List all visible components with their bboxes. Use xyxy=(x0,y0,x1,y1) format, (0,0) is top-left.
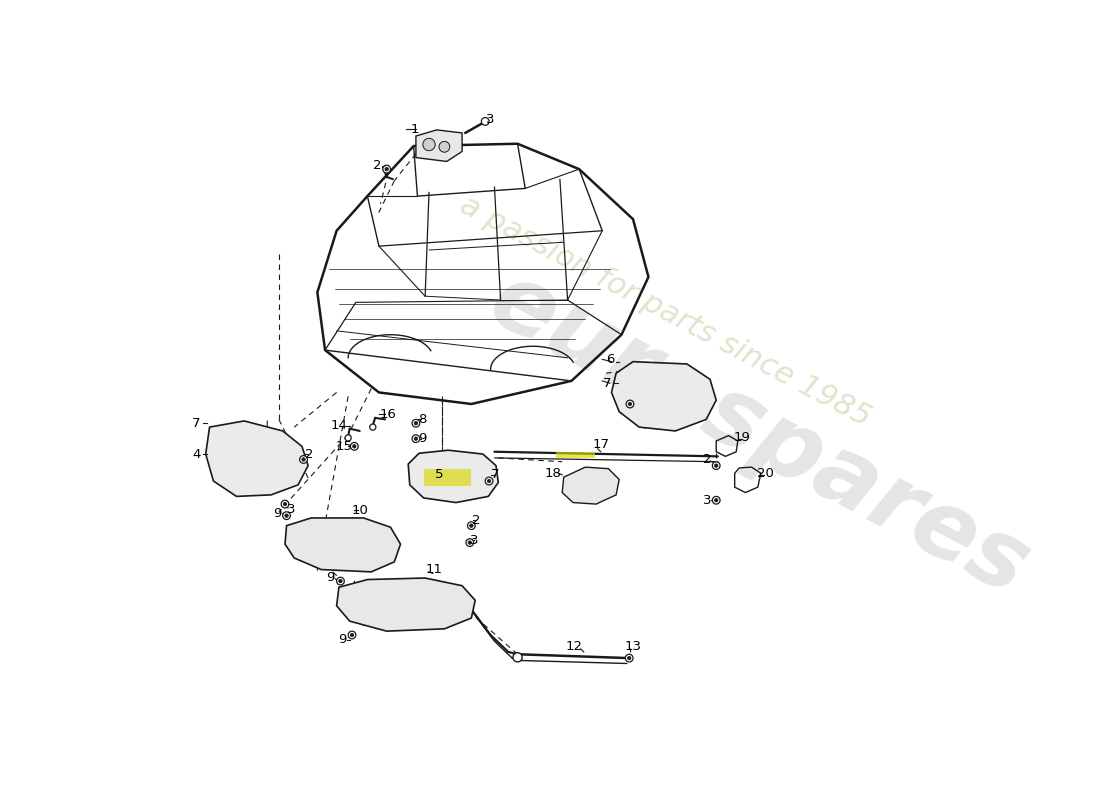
Text: 3: 3 xyxy=(470,534,478,546)
Circle shape xyxy=(713,496,721,504)
Circle shape xyxy=(628,402,631,406)
Polygon shape xyxy=(337,578,475,631)
FancyBboxPatch shape xyxy=(556,452,594,458)
Circle shape xyxy=(283,512,290,519)
Circle shape xyxy=(439,142,450,152)
Circle shape xyxy=(513,653,522,662)
Text: 4: 4 xyxy=(192,447,200,461)
Text: 7: 7 xyxy=(603,377,612,390)
Text: 11: 11 xyxy=(426,563,443,576)
Text: 3: 3 xyxy=(287,503,296,516)
Text: 14: 14 xyxy=(330,419,348,432)
Text: 6: 6 xyxy=(606,353,614,366)
Polygon shape xyxy=(562,467,619,504)
Circle shape xyxy=(345,435,351,441)
Circle shape xyxy=(301,458,305,461)
Text: 17: 17 xyxy=(592,438,609,451)
Text: 12: 12 xyxy=(566,640,583,653)
Polygon shape xyxy=(416,130,462,162)
Circle shape xyxy=(282,500,289,508)
Text: 3: 3 xyxy=(703,494,712,506)
Circle shape xyxy=(370,424,376,430)
Text: 20: 20 xyxy=(757,467,774,480)
Circle shape xyxy=(383,166,390,173)
Text: 1: 1 xyxy=(410,122,419,136)
Circle shape xyxy=(715,464,718,467)
Text: 7: 7 xyxy=(192,417,200,430)
Circle shape xyxy=(626,400,634,408)
Circle shape xyxy=(284,502,287,506)
Text: 5: 5 xyxy=(434,468,443,482)
FancyBboxPatch shape xyxy=(424,469,472,486)
Circle shape xyxy=(339,579,342,583)
Circle shape xyxy=(468,522,475,530)
Text: 10: 10 xyxy=(352,504,368,517)
Circle shape xyxy=(713,462,721,470)
Circle shape xyxy=(625,654,634,662)
Circle shape xyxy=(348,631,356,639)
Circle shape xyxy=(412,419,420,427)
Text: 7: 7 xyxy=(491,468,499,482)
Polygon shape xyxy=(612,362,716,431)
Circle shape xyxy=(466,538,474,546)
Text: eurospares: eurospares xyxy=(473,254,1044,616)
Circle shape xyxy=(715,498,718,502)
Circle shape xyxy=(627,656,631,660)
Circle shape xyxy=(485,477,493,485)
Text: 2: 2 xyxy=(473,514,481,526)
Circle shape xyxy=(351,442,359,450)
Polygon shape xyxy=(206,421,308,496)
Text: 9: 9 xyxy=(418,432,427,445)
Text: 8: 8 xyxy=(418,413,427,426)
Circle shape xyxy=(353,445,356,448)
Text: 18: 18 xyxy=(544,467,561,480)
Circle shape xyxy=(337,578,344,585)
Text: 3: 3 xyxy=(486,113,495,126)
Text: 19: 19 xyxy=(734,430,751,444)
Circle shape xyxy=(422,138,436,150)
Text: 15: 15 xyxy=(336,440,353,453)
Polygon shape xyxy=(285,518,400,572)
Circle shape xyxy=(469,541,472,544)
Circle shape xyxy=(385,167,388,171)
Text: 9: 9 xyxy=(338,633,346,646)
Text: 2: 2 xyxy=(703,453,712,466)
Circle shape xyxy=(299,455,307,463)
Circle shape xyxy=(482,118,490,126)
Text: 16: 16 xyxy=(379,407,397,421)
Text: 13: 13 xyxy=(625,640,641,653)
Circle shape xyxy=(470,524,473,527)
Circle shape xyxy=(415,437,418,440)
Circle shape xyxy=(350,634,354,637)
Text: 2: 2 xyxy=(306,447,313,461)
Circle shape xyxy=(487,479,491,482)
Text: 2: 2 xyxy=(373,158,382,172)
Polygon shape xyxy=(408,450,498,502)
Text: a passion for parts since 1985: a passion for parts since 1985 xyxy=(455,190,876,433)
Circle shape xyxy=(415,422,418,425)
Text: 9: 9 xyxy=(273,507,282,520)
Circle shape xyxy=(285,514,288,518)
Text: 9: 9 xyxy=(327,570,334,584)
Circle shape xyxy=(412,434,420,442)
